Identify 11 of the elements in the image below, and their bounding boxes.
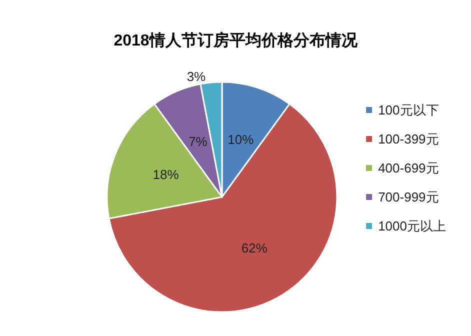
data-label: 62% [241,240,268,256]
data-label: 10% [228,132,254,147]
legend-label: 100-399元 [378,132,439,146]
legend-label: 100元以下 [378,102,439,118]
chart-title: 2018情人节订房平均价格分布情况 [114,30,358,50]
legend-label: 400-699元 [378,160,439,176]
legend-label: 1000元以上 [378,218,446,234]
legend-label: 700-999元 [378,190,439,204]
data-label: 3% [186,69,206,84]
data-label: 7% [188,134,208,149]
data-label: 18% [152,167,180,182]
